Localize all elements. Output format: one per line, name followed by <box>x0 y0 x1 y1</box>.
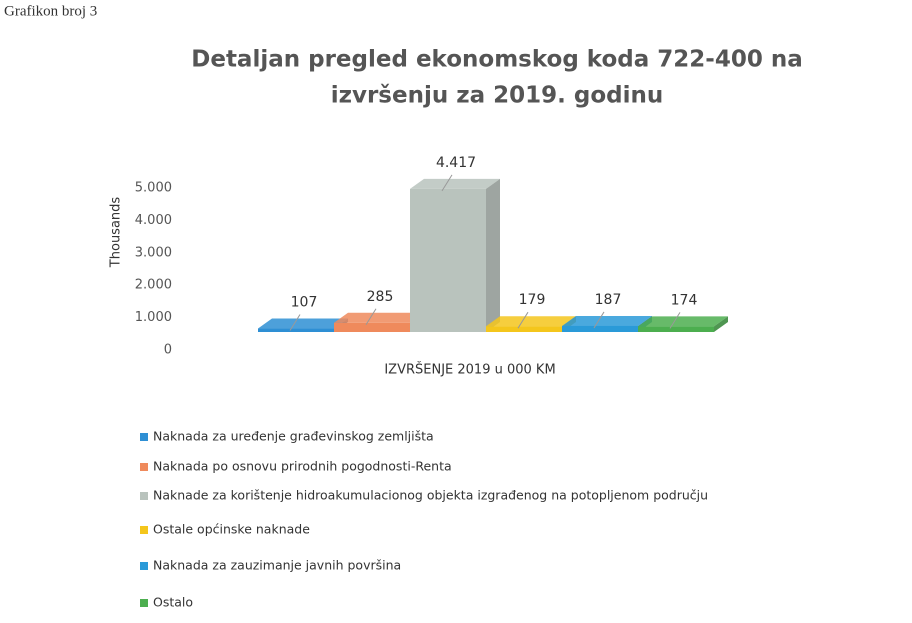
legend-swatch <box>140 433 148 441</box>
bar-side <box>714 316 728 332</box>
bar <box>410 188 486 332</box>
bar-top <box>258 318 348 329</box>
leader-line <box>289 314 301 331</box>
leader-line <box>441 174 453 192</box>
value-label: 179 <box>519 292 546 308</box>
legend-swatch <box>140 526 148 534</box>
leader-line <box>365 308 377 326</box>
legend-label: Ostale općinske naknade <box>153 522 310 537</box>
legend-swatch <box>140 492 148 500</box>
bar-top <box>410 178 500 189</box>
legend-label: Naknada za zauzimanje javnih površina <box>153 558 401 573</box>
bar-top <box>486 316 576 327</box>
x-tick-label: IZVRŠENJE 2019 u 000 KM <box>384 362 555 378</box>
value-label: 4.417 <box>436 155 476 171</box>
bar-top <box>562 315 652 326</box>
chart-title: Detaljan pregled ekonomskog koda 722-400… <box>191 47 803 73</box>
bar <box>258 328 334 332</box>
bar <box>562 325 638 332</box>
bar-top <box>334 312 424 323</box>
leader-line <box>593 311 605 329</box>
y-tick-label: 0 <box>164 343 172 358</box>
bar <box>638 326 714 332</box>
bar <box>486 326 562 332</box>
bar-side <box>486 178 500 332</box>
value-label: 187 <box>595 292 622 308</box>
bar-top <box>638 316 728 327</box>
value-label: 107 <box>291 295 318 311</box>
caption: Grafikon broj 3 <box>4 3 97 19</box>
legend-swatch <box>140 599 148 607</box>
y-tick-label: 2.000 <box>135 278 172 293</box>
leader-line <box>517 311 529 329</box>
value-label: 174 <box>671 292 698 308</box>
y-tick-label: 1.000 <box>135 310 172 325</box>
y-tick-label: 3.000 <box>135 245 172 260</box>
leader-line <box>669 312 681 329</box>
legend-swatch <box>140 463 148 471</box>
bar <box>334 322 410 332</box>
chart-title: izvršenju za 2019. godinu <box>331 83 664 109</box>
legend-swatch <box>140 562 148 570</box>
legend-label: Naknada za uređenje građevinskog zemljiš… <box>153 429 434 444</box>
legend-label: Naknade za korištenje hidroakumulacionog… <box>153 488 708 503</box>
legend-label: Naknada po osnovu prirodnih pogodnosti-R… <box>153 459 452 474</box>
value-label: 285 <box>367 289 394 305</box>
y-tick-label: 4.000 <box>135 213 172 228</box>
y-axis-label: Thousands <box>109 197 124 269</box>
legend-label: Ostalo <box>153 595 193 610</box>
y-tick-label: 5.000 <box>135 181 172 196</box>
